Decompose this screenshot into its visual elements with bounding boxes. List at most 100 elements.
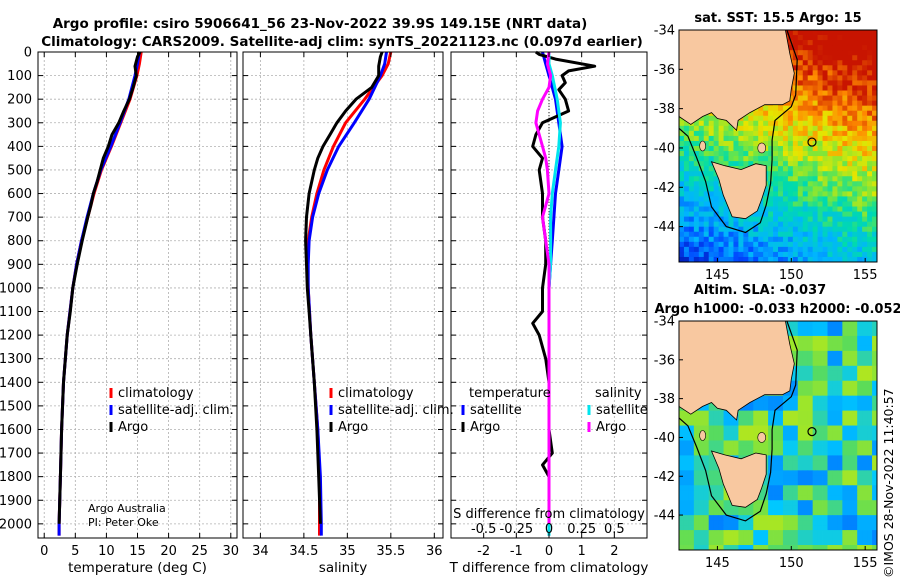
map-cell: [802, 55, 809, 61]
map-cell: [728, 156, 734, 162]
map-cell: [713, 480, 719, 486]
map-cell: [812, 321, 818, 327]
map-cell: [698, 246, 705, 253]
map-cell: [837, 196, 843, 202]
map-cell: [827, 156, 833, 162]
map-cell: [847, 226, 853, 233]
map-cell: [753, 445, 759, 451]
map-cell: [832, 231, 838, 238]
map-cell: [713, 540, 719, 546]
map-cell: [778, 510, 784, 516]
map-cell: [733, 450, 739, 456]
map-cell: [872, 60, 877, 66]
map-cell: [693, 420, 700, 426]
map-cell: [787, 251, 794, 258]
map-cell: [852, 135, 858, 142]
map-cell: [792, 445, 799, 451]
map-cell: [847, 330, 853, 337]
map-cell: [872, 345, 877, 352]
y-tick-label: 1600: [0, 423, 32, 438]
map-cell: [773, 410, 779, 416]
map-cell: [822, 161, 828, 167]
map-cell: [802, 125, 809, 132]
map-cell: [812, 171, 818, 177]
map-cell: [807, 75, 814, 81]
map-cell: [688, 510, 695, 516]
map-cell: [718, 236, 724, 243]
map-cell: [817, 440, 823, 446]
map-cell: [857, 385, 863, 392]
map-cell: [807, 455, 814, 461]
map-cell: [718, 425, 724, 431]
map-cell: [867, 480, 873, 486]
map-cell: [832, 80, 838, 86]
map-cell: [867, 350, 873, 357]
map-cell: [679, 130, 685, 137]
map-cell: [847, 465, 853, 471]
map-cell: [792, 201, 799, 207]
map-cell: [827, 191, 833, 197]
map-cell: [802, 30, 809, 36]
map-cell: [782, 231, 789, 238]
map-cell: [698, 196, 705, 202]
map-cell: [822, 135, 828, 142]
map-cell: [758, 425, 764, 431]
map-cell: [827, 80, 833, 86]
map-cell: [693, 135, 700, 142]
map-cell: [718, 515, 724, 521]
map-cell: [812, 251, 818, 258]
map-cell: [867, 380, 873, 387]
map-cell: [738, 216, 744, 223]
sst-map[interactable]: 145 150 155-34-36-38-40-42-44: [654, 24, 878, 284]
map-cell: [713, 226, 719, 233]
map-cell: [733, 525, 739, 531]
map-cell: [713, 415, 719, 421]
map-cell: [773, 171, 779, 177]
map-y-tick-label: -34: [654, 315, 675, 330]
map-cell: [688, 186, 695, 192]
map-cell: [763, 191, 769, 197]
map-cell: [827, 465, 833, 471]
map-cell: [847, 216, 853, 223]
map-cell: [822, 380, 828, 387]
map-cell: [738, 256, 744, 262]
map-cell: [872, 45, 877, 51]
map-cell: [817, 360, 823, 367]
map-cell: [862, 226, 868, 233]
map-cell: [817, 176, 823, 182]
map-cell: [857, 241, 863, 248]
map-cell: [852, 410, 858, 416]
map-cell: [812, 226, 818, 233]
map-cell: [852, 325, 858, 332]
map-cell: [778, 495, 784, 501]
map-cell: [703, 231, 710, 238]
map-cell: [827, 85, 833, 91]
map-cell: [703, 135, 710, 142]
annotation-text: PI: Peter Oke: [88, 516, 159, 529]
map-cell: [857, 480, 863, 486]
map-cell: [683, 420, 690, 426]
map-cell: [842, 55, 848, 61]
map-cell: [832, 156, 838, 162]
map-cell: [753, 505, 759, 511]
map-cell: [867, 545, 873, 550]
map-cell: [867, 425, 873, 431]
map-cell: [822, 181, 828, 187]
map-cell: [782, 201, 789, 207]
map-cell: [847, 65, 853, 71]
map-cell: [703, 420, 710, 426]
map-cell: [743, 140, 749, 147]
map-cell: [842, 325, 848, 332]
map-cell: [832, 380, 838, 387]
sla-map[interactable]: 145 150 155-34-36-38-40-42-44: [654, 315, 878, 572]
map-cell: [872, 70, 877, 76]
map-cell: [688, 475, 695, 481]
map-cell: [768, 495, 774, 501]
map-cell: [822, 45, 828, 51]
map-cell: [679, 530, 685, 536]
map-cell: [728, 520, 734, 526]
map-cell: [817, 450, 823, 456]
map-cell: [688, 525, 695, 531]
map-cell: [792, 415, 799, 421]
map-cell: [688, 435, 695, 441]
